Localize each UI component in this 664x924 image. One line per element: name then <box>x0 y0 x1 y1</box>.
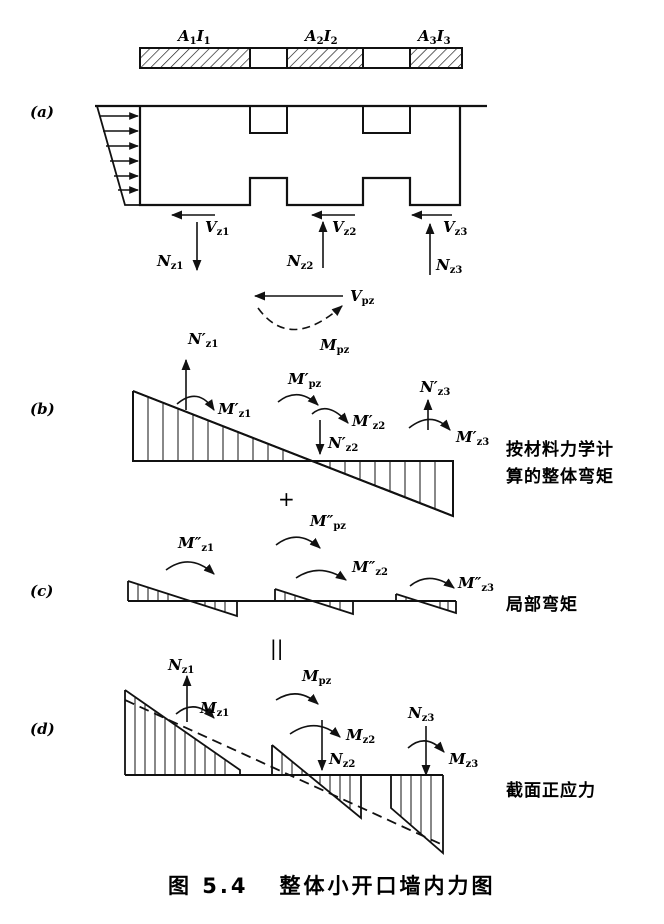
moment-arc-b-z2 <box>311 407 349 424</box>
moment-arc-c-z2 <box>295 569 347 581</box>
stress-wall-2 <box>271 744 362 820</box>
moment-arc-pz <box>257 305 343 331</box>
label-N-z3: Nz3 <box>435 256 462 276</box>
local-moment-wall-1 <box>127 580 238 618</box>
beam-segment-2 <box>286 47 364 69</box>
label-b-N-z1: N′z1 <box>187 330 218 350</box>
moment-hatching-b <box>147 397 436 509</box>
moment-arc-b-z1 <box>176 395 215 411</box>
label-N-z1: Nz1 <box>156 252 183 272</box>
beam-label-2: A2I2 <box>303 27 338 47</box>
label-b-M-z1: M′z1 <box>217 400 251 420</box>
label-d-M-pz: Mpz <box>301 667 332 687</box>
panel-c: (c) M″z1 M″pz M″z2 M″z3 局部弯矩 <box>30 512 578 618</box>
stress-wall-1 <box>124 689 241 775</box>
label-V-z2: Vz2 <box>332 218 356 238</box>
moment-arc-d-pz <box>275 693 319 705</box>
panel-b-tag: (b) <box>30 400 55 418</box>
label-d-M-z3: Mz3 <box>448 750 478 770</box>
beam-segment-1 <box>139 47 251 69</box>
panel-d: (d) Nz1 Mz1 Mpz <box>30 656 596 855</box>
panel-d-tag: (d) <box>30 720 55 738</box>
lateral-load-arrows <box>100 112 139 194</box>
equals-sign: || <box>270 636 283 660</box>
label-b-N-z3: N′z3 <box>419 378 450 398</box>
opening-upper-2 <box>362 106 411 134</box>
moment-arc-c-z1 <box>165 561 215 575</box>
caption-b-line1: 按材料力学计 <box>506 439 614 460</box>
moment-arc-d-z1 <box>175 706 215 719</box>
wall-outline <box>138 106 462 207</box>
label-d-N-z1: Nz1 <box>167 656 194 676</box>
figure-caption: 图 5.4 整体小开口墙内力图 <box>168 874 495 898</box>
plus-sign: + <box>278 487 295 511</box>
moment-arc-c-pz <box>275 536 321 549</box>
beam-label-1: A1I1 <box>176 27 211 47</box>
label-V-pz: Vpz <box>350 287 375 307</box>
moment-arc-d-z3 <box>407 740 445 753</box>
label-b-M-z2: M′z2 <box>351 412 385 432</box>
label-c-M-pz: M″pz <box>309 512 346 532</box>
panel-a: (a) Vz1 Nz1 Vz2 Nz2 Vz <box>30 103 487 356</box>
label-d-M-z2: Mz2 <box>345 726 375 746</box>
label-M-pz: Mpz <box>319 336 350 356</box>
label-V-z1: Vz1 <box>205 218 229 238</box>
moment-arc-c-z3 <box>409 577 455 589</box>
label-c-M-z3: M″z3 <box>457 574 494 594</box>
global-stress-dashed <box>124 699 444 846</box>
label-b-M-z3: M′z3 <box>455 428 489 448</box>
moment-arc-d-z2 <box>289 724 341 738</box>
opening-upper-1 <box>249 106 288 134</box>
beam-segment-3 <box>409 47 463 69</box>
label-d-M-z1: Mz1 <box>199 699 229 719</box>
panel-b: (b) N′z1 M′z1 M′pz M′z2 N′z2 N′z3 <box>30 330 614 518</box>
label-d-N-z2: Nz2 <box>328 750 355 770</box>
caption-b-line2: 算的整体弯矩 <box>505 466 614 487</box>
label-c-M-z1: M″z1 <box>177 534 214 554</box>
local-moment-wall-3 <box>395 593 457 615</box>
stress-hatching-d <box>134 697 432 842</box>
label-c-M-z2: M″z2 <box>351 558 388 578</box>
caption-d: 截面正应力 <box>506 780 596 801</box>
label-V-z3: Vz3 <box>443 218 467 238</box>
moment-arc-b-pz <box>277 393 319 406</box>
label-b-M-pz: M′pz <box>287 370 322 390</box>
moment-hatching-c <box>137 584 449 612</box>
moment-arc-b-z3 <box>408 418 451 431</box>
panel-c-tag: (c) <box>30 582 53 600</box>
stress-wall-3 <box>390 775 444 855</box>
beam-label-3: A3I3 <box>416 27 451 47</box>
label-N-z2: Nz2 <box>286 252 313 272</box>
local-moment-wall-2 <box>274 588 354 616</box>
lateral-load-triangle <box>95 105 141 206</box>
caption-c: 局部弯矩 <box>506 594 578 615</box>
beam-strip: A1I1 A2I2 A3I3 <box>139 27 463 69</box>
panel-a-tag: (a) <box>30 103 54 121</box>
label-b-N-z2: N′z2 <box>327 434 358 454</box>
label-d-N-z3: Nz3 <box>407 704 434 724</box>
